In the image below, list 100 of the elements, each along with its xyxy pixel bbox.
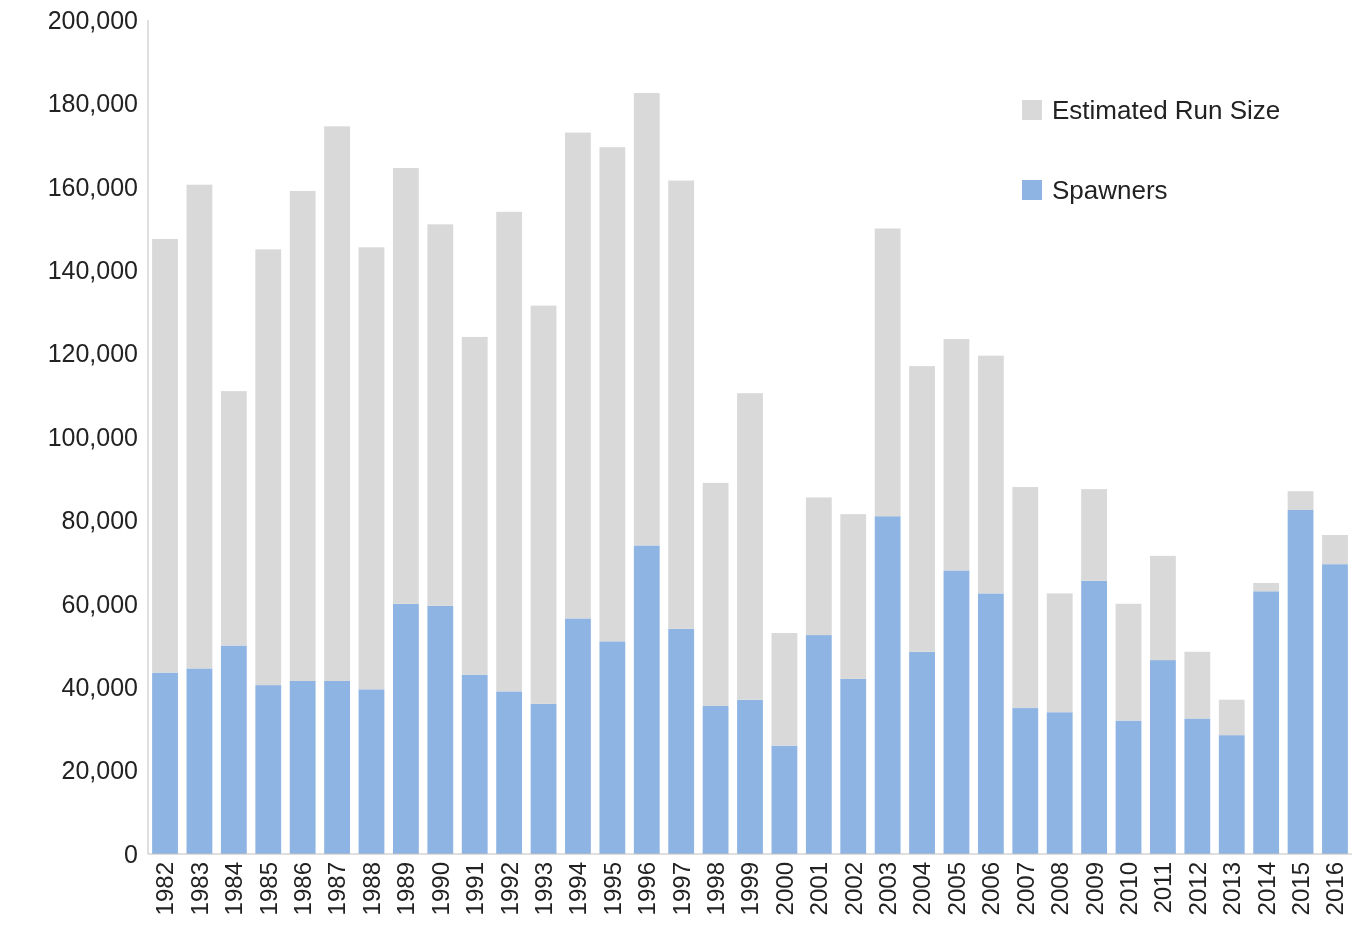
bar <box>771 745 798 854</box>
bar <box>909 366 935 652</box>
bar <box>1184 651 1211 719</box>
bar <box>565 618 591 854</box>
x-tick-label: 2000 <box>770 862 798 916</box>
x-tick-label: 1988 <box>357 862 385 916</box>
x-tick-label: 2011 <box>1149 862 1177 914</box>
bar <box>393 168 419 604</box>
bar <box>427 605 454 854</box>
bar <box>1253 591 1280 854</box>
bar <box>633 92 660 546</box>
bar <box>324 680 350 854</box>
bar <box>461 336 488 675</box>
bar <box>633 545 660 854</box>
legend-label: Spawners <box>1052 175 1168 206</box>
bar <box>1081 489 1107 581</box>
x-tick-label: 2014 <box>1252 862 1280 916</box>
x-tick-label: 1995 <box>598 862 626 916</box>
x-tick-label: 2005 <box>942 862 970 916</box>
x-tick-label: 2009 <box>1080 862 1108 916</box>
bar <box>220 645 247 854</box>
x-tick-label: 1990 <box>426 862 454 916</box>
x-tick-label: 2001 <box>805 862 833 916</box>
bar <box>737 393 763 700</box>
bar <box>702 705 729 854</box>
bar <box>496 211 523 692</box>
bar <box>805 635 832 854</box>
bar <box>565 132 591 619</box>
bar <box>1322 564 1348 854</box>
bar <box>289 680 316 854</box>
y-tick-label: 100,000 <box>47 422 138 451</box>
bar <box>840 678 867 854</box>
bar <box>943 339 970 571</box>
bar <box>771 632 798 746</box>
y-tick-label: 60,000 <box>61 589 138 618</box>
bar <box>702 482 729 706</box>
bar <box>1322 535 1348 565</box>
bar <box>1012 487 1039 709</box>
bar <box>496 691 523 854</box>
bar <box>358 247 385 690</box>
bar <box>1218 735 1245 854</box>
y-tick-label: 40,000 <box>61 672 138 701</box>
x-tick-label: 1991 <box>461 862 489 916</box>
bar <box>977 593 1004 854</box>
bar <box>186 668 213 854</box>
x-tick-label: 1994 <box>564 862 592 916</box>
bar <box>530 703 557 854</box>
x-tick-label: 1998 <box>701 862 729 916</box>
y-tick-label: 160,000 <box>47 172 138 201</box>
bar <box>1046 593 1073 713</box>
bar <box>255 685 282 854</box>
bar <box>1115 603 1142 721</box>
bar <box>393 603 419 854</box>
bar <box>152 238 178 673</box>
bar <box>1150 660 1176 854</box>
bar <box>874 228 901 517</box>
x-tick-label: 1997 <box>667 862 695 916</box>
bar <box>324 126 350 681</box>
bar <box>668 628 695 854</box>
bar <box>1115 720 1142 854</box>
bar <box>152 672 178 854</box>
y-tick-label: 80,000 <box>61 506 138 535</box>
bar <box>255 249 282 686</box>
x-tick-label: 2003 <box>874 862 902 916</box>
bar <box>1253 582 1280 592</box>
x-tick-label: 1996 <box>633 862 661 916</box>
x-tick-label: 1984 <box>220 862 248 916</box>
y-tick-label: 120,000 <box>47 339 138 368</box>
x-tick-label: 2016 <box>1321 862 1349 916</box>
bar <box>186 184 213 669</box>
y-tick-label: 200,000 <box>47 5 138 34</box>
bar <box>874 516 901 854</box>
bar <box>220 391 247 646</box>
bar <box>668 180 695 629</box>
bar <box>1287 509 1314 854</box>
bar <box>943 570 970 854</box>
bar <box>1081 580 1107 854</box>
y-tick-label: 140,000 <box>47 255 138 284</box>
bar <box>909 651 935 854</box>
x-tick-label: 1983 <box>185 862 213 916</box>
y-tick-label: 0 <box>124 839 138 868</box>
bar <box>840 514 867 679</box>
bar <box>1184 718 1211 854</box>
bar <box>1150 555 1176 661</box>
x-tick-label: 2012 <box>1183 862 1211 916</box>
bar <box>599 147 626 642</box>
x-tick-label: 2002 <box>839 862 867 916</box>
bar <box>599 641 626 854</box>
bar <box>289 190 316 681</box>
bar <box>805 497 832 636</box>
x-tick-label: 2013 <box>1218 862 1246 916</box>
x-tick-label: 1985 <box>254 862 282 916</box>
bar <box>1012 708 1039 854</box>
bar <box>977 355 1004 594</box>
bar <box>1046 712 1073 854</box>
bar <box>1218 699 1245 736</box>
x-tick-label: 1993 <box>529 862 557 916</box>
legend-label: Estimated Run Size <box>1052 95 1281 126</box>
x-tick-label: 1992 <box>495 862 523 916</box>
x-tick-label: 2015 <box>1286 862 1314 916</box>
